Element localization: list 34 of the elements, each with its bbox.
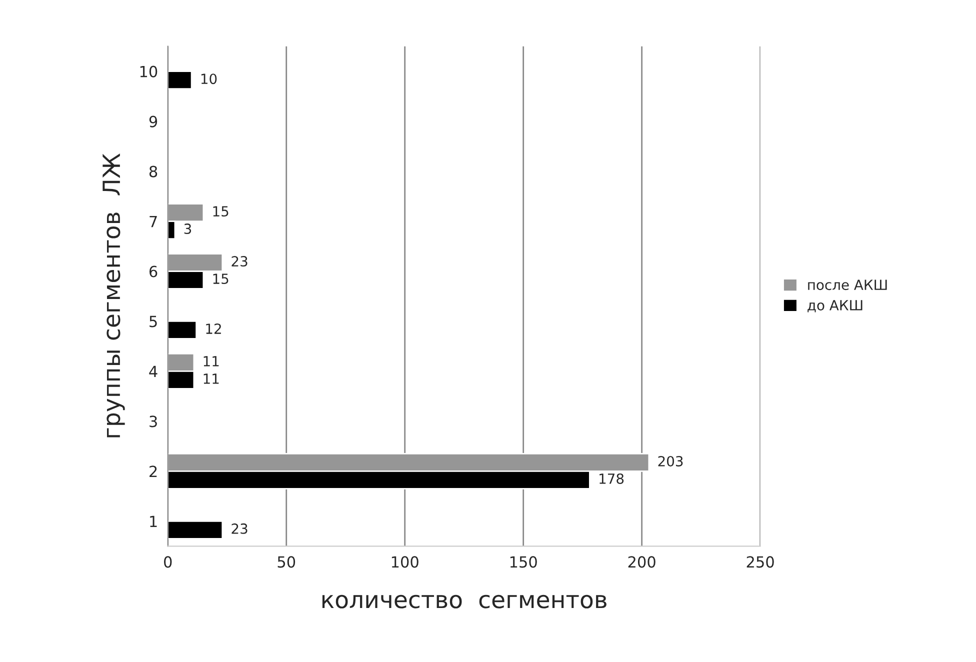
x-tick-label: 100 <box>392 556 418 568</box>
y-tick-label: 4 <box>149 366 158 378</box>
data-label: 10 <box>201 74 217 84</box>
y-tick-label: 5 <box>150 316 157 328</box>
y-tick-label: 9 <box>149 116 158 128</box>
y-tick-label: 3 <box>150 416 157 428</box>
data-label: 23 <box>232 256 248 267</box>
x-axis-title: количество сегментов <box>322 594 606 608</box>
x-tick-label: 250 <box>746 556 774 568</box>
data-label: 15 <box>213 206 228 217</box>
data-label: 178 <box>600 473 624 484</box>
data-label: 3 <box>184 224 192 234</box>
x-tick-label: 50 <box>278 556 296 568</box>
x-tick-label: 150 <box>510 556 537 568</box>
data-label: 12 <box>206 324 221 334</box>
data-label: 203 <box>658 456 683 466</box>
y-axis-title: группы сегментов ЛЖ <box>102 154 125 438</box>
bar <box>168 70 192 90</box>
data-label: 11 <box>204 356 219 366</box>
x-tick-label: 0 <box>164 556 172 568</box>
data-label: 15 <box>213 274 228 284</box>
data-label: 23 <box>232 523 248 534</box>
y-tick-label: 7 <box>150 216 157 228</box>
y-tick-label: 1 <box>150 516 157 527</box>
legend-label: до АКШ <box>808 300 862 312</box>
y-tick-label: 8 <box>149 166 158 178</box>
y-tick-label: 6 <box>149 266 158 278</box>
y-tick-label: 2 <box>150 466 157 477</box>
bar <box>168 520 224 540</box>
legend-label: после АКШ <box>808 280 887 290</box>
bar <box>168 320 198 340</box>
data-label: 11 <box>204 374 219 384</box>
x-tick-label: 200 <box>628 556 656 568</box>
y-tick-label: 10 <box>140 66 158 78</box>
